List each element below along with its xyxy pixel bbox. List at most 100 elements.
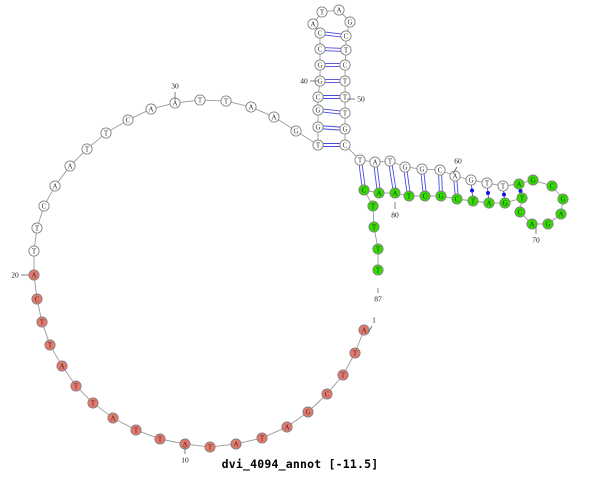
nucleotide-circle[interactable] xyxy=(403,190,415,202)
nucleotide-circle[interactable] xyxy=(230,438,242,450)
nucleotide-circle[interactable] xyxy=(220,95,232,107)
nucleotide-circle[interactable] xyxy=(339,75,351,87)
nucleotide-circle[interactable] xyxy=(107,412,119,424)
nucleotide-circle[interactable] xyxy=(451,193,463,205)
nucleotide-node[interactable]: C xyxy=(514,206,526,218)
nucleotide-node[interactable]: T xyxy=(312,139,324,151)
nucleotide-circle[interactable] xyxy=(130,424,142,436)
nucleotide-circle[interactable] xyxy=(56,360,68,372)
nucleotide-node[interactable]: T xyxy=(354,154,366,166)
nucleotide-circle[interactable] xyxy=(204,441,216,453)
nucleotide-node[interactable]: A xyxy=(107,412,119,424)
nucleotide-circle[interactable] xyxy=(28,269,40,281)
nucleotide-node[interactable]: T xyxy=(339,107,351,119)
nucleotide-node[interactable]: T xyxy=(70,380,82,392)
nucleotide-circle[interactable] xyxy=(38,200,50,212)
nucleotide-circle[interactable] xyxy=(399,161,411,173)
nucleotide-circle[interactable] xyxy=(372,243,384,255)
nucleotide-node[interactable]: A xyxy=(281,421,293,433)
nucleotide-circle[interactable] xyxy=(354,154,366,166)
nucleotide-circle[interactable] xyxy=(268,111,280,123)
nucleotide-node[interactable]: T xyxy=(81,143,93,155)
nucleotide-circle[interactable] xyxy=(321,388,333,400)
nucleotide-node[interactable]: G xyxy=(499,197,511,209)
nucleotide-node[interactable]: T xyxy=(339,75,351,87)
nucleotide-node[interactable]: G xyxy=(542,218,554,230)
nucleotide-circle[interactable] xyxy=(367,200,379,212)
nucleotide-node[interactable]: A xyxy=(526,218,538,230)
nucleotide-node[interactable]: C xyxy=(31,293,43,305)
nucleotide-node[interactable]: A xyxy=(369,156,381,168)
nucleotide-circle[interactable] xyxy=(344,16,356,28)
nucleotide-circle[interactable] xyxy=(465,174,477,186)
nucleotide-circle[interactable] xyxy=(419,190,431,202)
nucleotide-node[interactable]: T xyxy=(403,190,415,202)
nucleotide-circle[interactable] xyxy=(314,43,326,55)
nucleotide-node[interactable]: A xyxy=(28,269,40,281)
nucleotide-node[interactable]: T xyxy=(87,397,99,409)
nucleotide-node[interactable]: T xyxy=(316,6,328,18)
nucleotide-circle[interactable] xyxy=(527,174,539,186)
nucleotide-node[interactable]: G xyxy=(302,406,314,418)
nucleotide-node[interactable]: C xyxy=(339,59,351,71)
nucleotide-node[interactable]: T xyxy=(349,347,361,359)
nucleotide-circle[interactable] xyxy=(81,143,93,155)
nucleotide-circle[interactable] xyxy=(31,222,43,234)
nucleotide-node[interactable]: T xyxy=(339,91,351,103)
nucleotide-node[interactable]: T xyxy=(28,245,40,257)
nucleotide-node[interactable]: G xyxy=(344,16,356,28)
nucleotide-circle[interactable] xyxy=(194,94,206,106)
nucleotide-node[interactable]: G xyxy=(314,59,326,71)
nucleotide-node[interactable]: A xyxy=(245,101,257,113)
nucleotide-circle[interactable] xyxy=(314,27,326,39)
nucleotide-circle[interactable] xyxy=(100,127,112,139)
nucleotide-node[interactable]: A xyxy=(449,170,461,182)
nucleotide-node[interactable]: C xyxy=(38,200,50,212)
nucleotide-node[interactable]: C xyxy=(122,114,134,126)
nucleotide-circle[interactable] xyxy=(467,195,479,207)
nucleotide-circle[interactable] xyxy=(449,170,461,182)
nucleotide-node[interactable]: T xyxy=(372,243,384,255)
nucleotide-node[interactable]: G xyxy=(312,104,324,116)
nucleotide-circle[interactable] xyxy=(384,155,396,167)
nucleotide-circle[interactable] xyxy=(542,218,554,230)
nucleotide-node[interactable]: A xyxy=(268,111,280,123)
nucleotide-circle[interactable] xyxy=(154,433,166,445)
nucleotide-node[interactable]: C xyxy=(451,193,463,205)
nucleotide-circle[interactable] xyxy=(290,125,302,137)
nucleotide-circle[interactable] xyxy=(87,397,99,409)
nucleotide-circle[interactable] xyxy=(368,221,380,233)
nucleotide-node[interactable]: G xyxy=(290,125,302,137)
nucleotide-circle[interactable] xyxy=(339,123,351,135)
nucleotide-circle[interactable] xyxy=(434,164,446,176)
nucleotide-node[interactable]: T xyxy=(497,180,509,192)
nucleotide-node[interactable]: G xyxy=(435,190,447,202)
nucleotide-node[interactable]: A xyxy=(389,187,401,199)
nucleotide-circle[interactable] xyxy=(302,406,314,418)
nucleotide-node[interactable]: T xyxy=(372,264,384,276)
nucleotide-node[interactable]: A xyxy=(483,197,495,209)
nucleotide-node[interactable]: G xyxy=(557,193,569,205)
nucleotide-node[interactable]: A xyxy=(49,180,61,192)
nucleotide-circle[interactable] xyxy=(369,156,381,168)
nucleotide-circle[interactable] xyxy=(28,245,40,257)
nucleotide-circle[interactable] xyxy=(435,190,447,202)
nucleotide-node[interactable]: C xyxy=(314,27,326,39)
nucleotide-circle[interactable] xyxy=(337,369,349,381)
nucleotide-node[interactable]: A xyxy=(555,208,567,220)
nucleotide-circle[interactable] xyxy=(497,180,509,192)
nucleotide-circle[interactable] xyxy=(557,193,569,205)
nucleotide-circle[interactable] xyxy=(312,91,324,103)
nucleotide-node[interactable]: T xyxy=(204,441,216,453)
nucleotide-circle[interactable] xyxy=(481,177,493,189)
nucleotide-circle[interactable] xyxy=(349,347,361,359)
nucleotide-circle[interactable] xyxy=(416,163,428,175)
nucleotide-circle[interactable] xyxy=(314,59,326,71)
nucleotide-circle[interactable] xyxy=(70,380,82,392)
nucleotide-circle[interactable] xyxy=(64,160,76,172)
nucleotide-circle[interactable] xyxy=(555,208,567,220)
nucleotide-circle[interactable] xyxy=(312,121,324,133)
nucleotide-circle[interactable] xyxy=(281,421,293,433)
nucleotide-circle[interactable] xyxy=(312,139,324,151)
